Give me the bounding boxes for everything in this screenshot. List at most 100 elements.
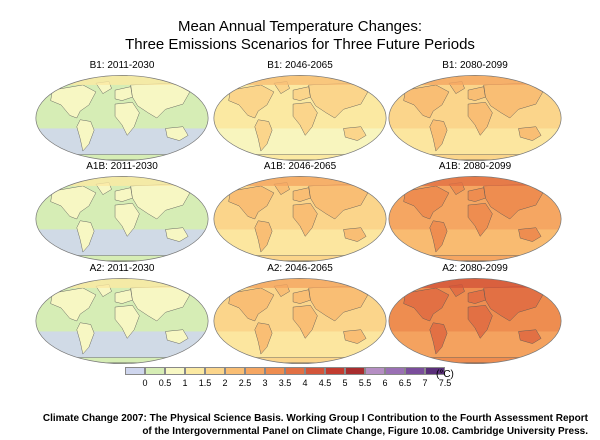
continent-outline [228,287,275,322]
world-map-panel [388,176,562,262]
continent-outline [228,185,275,220]
panel-label: A1B: 2046-2065 [263,161,337,172]
legend-tick-label: 6 [382,378,388,388]
continent-outline [228,84,275,119]
continent-outline [50,287,97,322]
continent-outline [114,289,133,304]
panel-label: A1B: 2080-2099 [438,161,512,172]
continent-outline [292,289,311,304]
continent-outline [518,227,542,242]
continent-outline [518,126,542,141]
title-line-1: Mean Annual Temperature Changes: [177,18,423,35]
legend-tick-label: 6.5 [398,378,412,388]
map-border [388,75,562,161]
map-border [35,278,209,364]
arctic-warming-band [388,278,562,288]
continent-outline [292,102,318,136]
legend-swatch [385,367,405,375]
continent-outline [343,126,367,141]
continent-outline [165,329,189,344]
arctic-warming-band [213,278,387,288]
title-line-2: Three Emissions Scenarios for Three Futu… [125,36,475,53]
continent-outline [254,322,273,355]
legend-swatch [365,367,385,375]
figure-title: Mean Annual Temperature Changes: Three E… [0,18,600,54]
world-map-panel [35,75,209,161]
continent-outline [467,187,486,202]
legend-tick-label: 4.5 [318,378,332,388]
legend-swatch [425,367,445,375]
panel-label: B1: 2046-2065 [267,60,333,71]
continent-outline [50,84,97,119]
world-map-panel [213,176,387,262]
continent-outline [429,220,448,253]
continent-outline [429,322,448,355]
continent-outline [292,86,311,101]
legend-tick-label: 2 [222,378,228,388]
continent-outline [76,322,95,355]
arctic-warming-band [388,75,562,85]
legend-swatch [285,367,305,375]
map-border [35,176,209,262]
continent-outline [292,305,318,339]
world-map-panel [213,75,387,161]
map-border [388,278,562,364]
legend-tick-label: 5 [342,378,348,388]
continent-outline [343,227,367,242]
legend-tick-label: 7 [422,378,428,388]
legend-tick-label: 2.5 [238,378,252,388]
arctic-warming-band [35,278,209,288]
continent-outline [467,305,493,339]
continent-outline [254,220,273,253]
legend-swatch [265,367,285,375]
legend-tick-label: 0 [142,378,148,388]
legend-swatch [405,367,425,375]
legend-swatch [145,367,165,375]
arctic-warming-band [35,75,209,85]
legend-swatch [345,367,365,375]
continent-outline [467,289,486,304]
world-map-panel [213,278,387,364]
map-border [35,75,209,161]
continent-outline [467,102,493,136]
continent-outline [403,287,450,322]
continent-outline [165,227,189,242]
continent-outline [292,203,318,237]
continent-outline [114,305,140,339]
legend-tick-label: 0.5 [158,378,172,388]
legend-tick-label: 1.5 [198,378,212,388]
legend-tick-label: 1 [182,378,188,388]
continent-outline [76,220,95,253]
legend-tick-label: 5.5 [358,378,372,388]
arctic-warming-band [35,176,209,186]
continent-outline [518,329,542,344]
map-border [213,75,387,161]
continent-outline [292,187,311,202]
arctic-warming-band [388,176,562,186]
panel-label: A2: 2011-2030 [89,263,155,274]
continent-outline [165,126,189,141]
continent-outline [467,203,493,237]
map-border [213,176,387,262]
map-border [213,278,387,364]
legend-swatch [245,367,265,375]
world-map-panel [388,75,562,161]
legend-swatch [125,367,145,375]
world-map-panel [35,278,209,364]
continent-outline [467,86,486,101]
map-border [388,176,562,262]
world-map-panel [388,278,562,364]
continent-outline [50,185,97,220]
legend-tick-label: 7.5 [438,378,452,388]
legend-tick-label: 3 [262,378,268,388]
caption-line-2: of the Intergovernmental Panel on Climat… [142,426,588,437]
world-map-panel [35,176,209,262]
arctic-warming-band [213,75,387,85]
continent-outline [429,119,448,152]
legend-tick-label: 3.5 [278,378,292,388]
continent-outline [343,329,367,344]
continent-outline [403,185,450,220]
figure-caption: Climate Change 2007: The Physical Scienc… [43,412,588,438]
legend-swatch [325,367,345,375]
panel-label: A2: 2080-2099 [442,263,508,274]
